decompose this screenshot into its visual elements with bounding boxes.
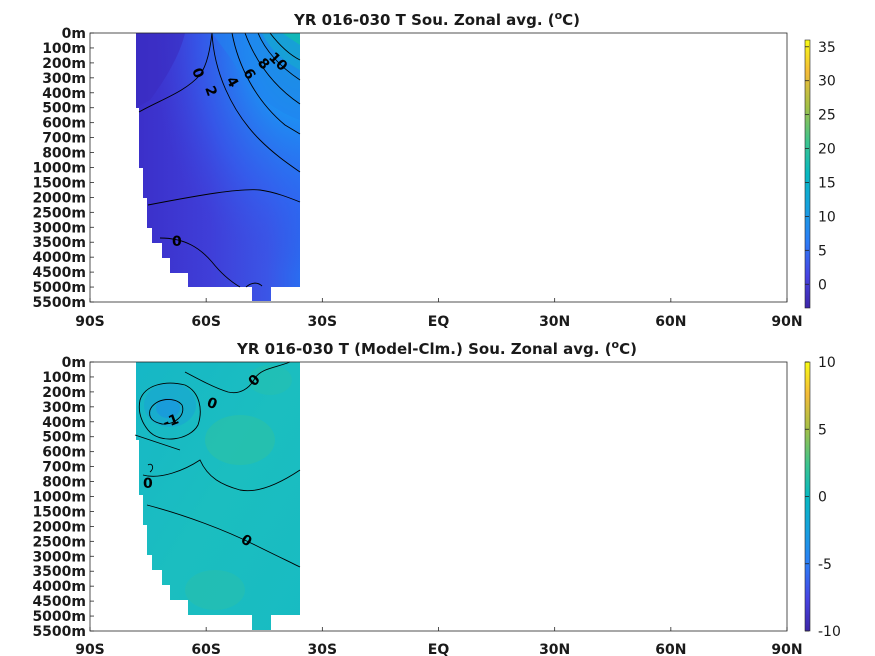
x-tick-label: 90S [75,642,105,656]
x-tick-label: EQ [428,314,450,330]
y-tick-label: 4000m [32,579,86,595]
x-tick-label: 90S [75,314,105,330]
y-tick-label: 4500m [32,594,86,610]
panel-2-y-ticks: 0m100m200m300m400m500m600m700m800m1000m1… [32,355,94,640]
y-tick-label: 700m [42,460,86,476]
y-tick-label: 5000m [32,609,86,625]
y-tick-label: 3500m [32,235,86,251]
panel-2-field [136,362,300,630]
colorbar-tick-label: 5 [818,243,827,259]
colorbar-tick-label: -10 [818,624,841,640]
x-tick-label: 30N [539,642,570,656]
y-tick-label: 300m [42,71,86,87]
y-tick-label: 400m [42,415,86,431]
y-tick-label: 600m [42,116,86,132]
panel-1-contours [138,32,301,288]
y-tick-label: 200m [42,56,86,72]
colorbar-tick-label: 20 [818,142,836,158]
y-tick-label: 800m [42,475,86,491]
y-tick-label: 500m [42,430,86,446]
x-tick-label: 30S [308,642,338,656]
y-tick-label: 5500m [32,295,86,311]
y-tick-label: 400m [42,86,86,102]
y-tick-label: 2500m [32,205,86,221]
colorbar-tick-label: 25 [818,108,836,124]
colorbar-tick-label: 35 [818,40,836,56]
colorbar-tick-label: 15 [818,175,836,191]
colorbar-tick-label: -5 [818,557,832,573]
panel-2-contours [134,361,301,568]
panel-1-colorbar: 35 30 25 20 15 10 5 0 [804,39,836,309]
y-tick-label: 300m [42,400,86,416]
panel-2: YR 016-030 T (Model-Clm.) Sou. Zonal avg… [32,338,840,656]
y-tick-label: 1500m [32,175,86,191]
y-tick-label: 1500m [32,504,86,520]
contour-label: 0 [172,234,182,250]
y-tick-label: 5000m [32,280,86,296]
y-tick-label: 3000m [32,220,86,236]
panel-1: YR 016-030 T Sou. Zonal avg. (oC) 0 2 4 [32,9,835,330]
colorbar-tick-label: 10 [818,209,836,225]
contour-label: 0 [143,476,153,492]
y-tick-label: 5500m [32,624,86,640]
y-tick-label: 600m [42,445,86,461]
panel-2-x-ticks: 90S 60S 30S EQ 30N 60N 90N [75,627,803,656]
colorbar-tick-label: 0 [818,490,827,506]
y-tick-label: 2500m [32,534,86,550]
x-tick-label: 60N [655,642,686,656]
colorbar-tick-label: 30 [818,74,836,90]
y-tick-label: 2000m [32,519,86,535]
panel-1-field [136,33,300,301]
panel-2-title: YR 016-030 T (Model-Clm.) Sou. Zonal avg… [236,338,637,358]
colorbar-tick-label: 10 [818,355,836,371]
x-tick-label: 60N [655,314,686,330]
y-tick-label: 800m [42,146,86,162]
x-tick-label: 90N [771,642,802,656]
y-tick-label: 100m [42,41,86,57]
y-tick-label: 4000m [32,250,86,266]
panel-1-y-ticks: 0m100m200m300m400m500m600m700m800m1000m1… [32,26,94,311]
y-tick-label: 0m [62,26,86,42]
y-tick-label: 500m [42,101,86,117]
x-tick-label: EQ [428,642,450,656]
y-tick-label: 700m [42,131,86,147]
contour-label: -1 [161,411,181,431]
panel-1-x-ticks: 90S 60S 30S EQ 30N 60N 90N [75,298,803,330]
y-tick-label: 3000m [32,549,86,565]
x-tick-label: 90N [771,314,802,330]
colorbar-tick-label: 5 [818,422,827,438]
x-tick-label: 30N [539,314,570,330]
y-tick-label: 3500m [32,564,86,580]
y-tick-label: 4500m [32,265,86,281]
x-tick-label: 60S [191,642,221,656]
y-tick-label: 1000m [32,490,86,506]
y-tick-label: 2000m [32,190,86,206]
panel-2-colorbar: 10 5 0 -5 -10 [804,355,841,640]
y-tick-label: 1000m [32,161,86,177]
x-tick-label: 30S [308,314,338,330]
y-tick-label: 0m [62,355,86,371]
x-tick-label: 60S [191,314,221,330]
panel-1-title: YR 016-030 T Sou. Zonal avg. (oC) [293,9,580,29]
y-tick-label: 100m [42,370,86,386]
colorbar-tick-label: 0 [818,277,827,293]
y-tick-label: 200m [42,385,86,401]
